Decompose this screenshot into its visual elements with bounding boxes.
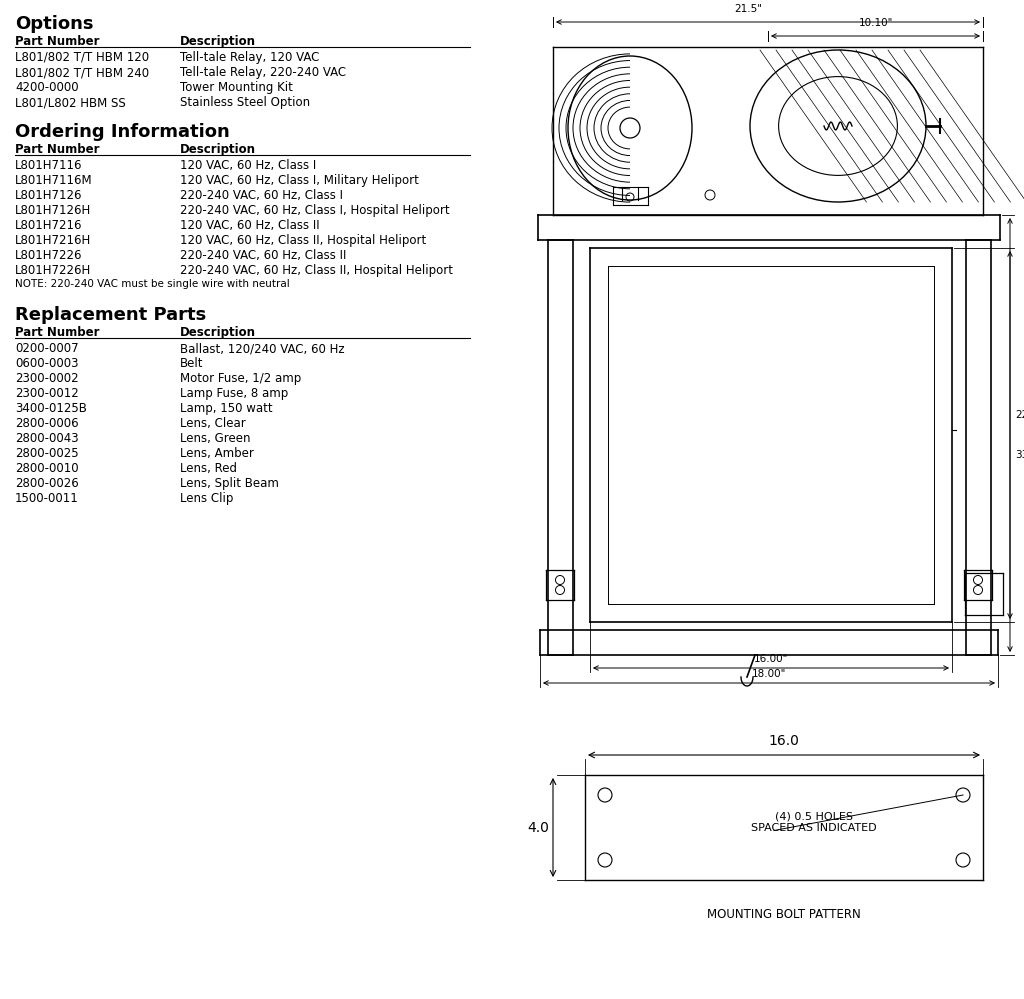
Text: L801H7116M: L801H7116M <box>15 174 92 187</box>
Text: Replacement Parts: Replacement Parts <box>15 306 206 324</box>
Text: 2800-0043: 2800-0043 <box>15 432 79 445</box>
Text: L801H7226: L801H7226 <box>15 249 83 262</box>
Text: 4200-0000: 4200-0000 <box>15 81 79 94</box>
Text: 120 VAC, 60 Hz, Class II, Hospital Heliport: 120 VAC, 60 Hz, Class II, Hospital Helip… <box>180 234 426 247</box>
Text: Description: Description <box>180 143 256 156</box>
Text: Motor Fuse, 1/2 amp: Motor Fuse, 1/2 amp <box>180 372 301 385</box>
Text: 22.25": 22.25" <box>1015 410 1024 420</box>
Text: Lens, Split Beam: Lens, Split Beam <box>180 477 279 490</box>
Text: Lamp, 150 watt: Lamp, 150 watt <box>180 402 272 415</box>
Text: 16.00": 16.00" <box>754 654 788 664</box>
Text: Description: Description <box>180 35 256 48</box>
Text: Part Number: Part Number <box>15 143 99 156</box>
Text: L801H7216: L801H7216 <box>15 219 83 232</box>
Text: Tell-tale Relay, 120 VAC: Tell-tale Relay, 120 VAC <box>180 51 319 64</box>
Text: Lens Clip: Lens Clip <box>180 492 233 505</box>
Text: Stainless Steel Option: Stainless Steel Option <box>180 96 310 109</box>
Text: NOTE: 220-240 VAC must be single wire with neutral: NOTE: 220-240 VAC must be single wire wi… <box>15 279 290 289</box>
Text: Lens, Red: Lens, Red <box>180 462 237 475</box>
Text: 4.0: 4.0 <box>527 820 549 834</box>
Text: L801/L802 HBM SS: L801/L802 HBM SS <box>15 96 126 109</box>
Text: 2300-0012: 2300-0012 <box>15 387 79 400</box>
Text: 2800-0010: 2800-0010 <box>15 462 79 475</box>
Text: Tell-tale Relay, 220-240 VAC: Tell-tale Relay, 220-240 VAC <box>180 66 346 79</box>
Text: (4) 0.5 HOLES
SPACED AS INDICATED: (4) 0.5 HOLES SPACED AS INDICATED <box>752 812 877 833</box>
Text: Options: Options <box>15 15 93 33</box>
Text: 120 VAC, 60 Hz, Class II: 120 VAC, 60 Hz, Class II <box>180 219 319 232</box>
Text: Ordering Information: Ordering Information <box>15 123 229 141</box>
Text: 33.0": 33.0" <box>1015 450 1024 460</box>
Text: Part Number: Part Number <box>15 35 99 48</box>
Text: 0200-0007: 0200-0007 <box>15 342 79 355</box>
Text: Lens, Green: Lens, Green <box>180 432 251 445</box>
Text: 120 VAC, 60 Hz, Class I: 120 VAC, 60 Hz, Class I <box>180 159 316 172</box>
Text: L801H7116: L801H7116 <box>15 159 83 172</box>
Text: 0600-0003: 0600-0003 <box>15 357 79 370</box>
Text: Belt: Belt <box>180 357 204 370</box>
Text: 220-240 VAC, 60 Hz, Class I, Hospital Heliport: 220-240 VAC, 60 Hz, Class I, Hospital He… <box>180 204 450 217</box>
Text: Lamp Fuse, 8 amp: Lamp Fuse, 8 amp <box>180 387 288 400</box>
Text: 2800-0025: 2800-0025 <box>15 447 79 460</box>
Text: 18.00": 18.00" <box>752 669 786 679</box>
Text: MOUNTING BOLT PATTERN: MOUNTING BOLT PATTERN <box>708 908 861 921</box>
Text: 2300-0002: 2300-0002 <box>15 372 79 385</box>
Text: L801H7226H: L801H7226H <box>15 264 91 277</box>
Text: L801H7126: L801H7126 <box>15 189 83 202</box>
Text: 21.5": 21.5" <box>734 4 762 14</box>
Text: 220-240 VAC, 60 Hz, Class II, Hospital Heliport: 220-240 VAC, 60 Hz, Class II, Hospital H… <box>180 264 453 277</box>
Text: 220-240 VAC, 60 Hz, Class I: 220-240 VAC, 60 Hz, Class I <box>180 189 343 202</box>
Text: 2800-0026: 2800-0026 <box>15 477 79 490</box>
Text: Part Number: Part Number <box>15 326 99 339</box>
Text: L801H7216H: L801H7216H <box>15 234 91 247</box>
Text: 2800-0006: 2800-0006 <box>15 417 79 430</box>
Text: 3400-0125B: 3400-0125B <box>15 402 87 415</box>
Text: 10.10": 10.10" <box>858 18 893 28</box>
Text: 16.0: 16.0 <box>769 734 800 748</box>
Text: Tower Mounting Kit: Tower Mounting Kit <box>180 81 293 94</box>
Text: Lens, Amber: Lens, Amber <box>180 447 254 460</box>
Text: 120 VAC, 60 Hz, Class I, Military Heliport: 120 VAC, 60 Hz, Class I, Military Helipo… <box>180 174 419 187</box>
Text: 1500-0011: 1500-0011 <box>15 492 79 505</box>
Text: 220-240 VAC, 60 Hz, Class II: 220-240 VAC, 60 Hz, Class II <box>180 249 346 262</box>
Text: Lens, Clear: Lens, Clear <box>180 417 246 430</box>
Text: L801H7126H: L801H7126H <box>15 204 91 217</box>
Text: Description: Description <box>180 326 256 339</box>
Text: L801/802 T/T HBM 240: L801/802 T/T HBM 240 <box>15 66 150 79</box>
Text: L801/802 T/T HBM 120: L801/802 T/T HBM 120 <box>15 51 150 64</box>
Text: Ballast, 120/240 VAC, 60 Hz: Ballast, 120/240 VAC, 60 Hz <box>180 342 345 355</box>
